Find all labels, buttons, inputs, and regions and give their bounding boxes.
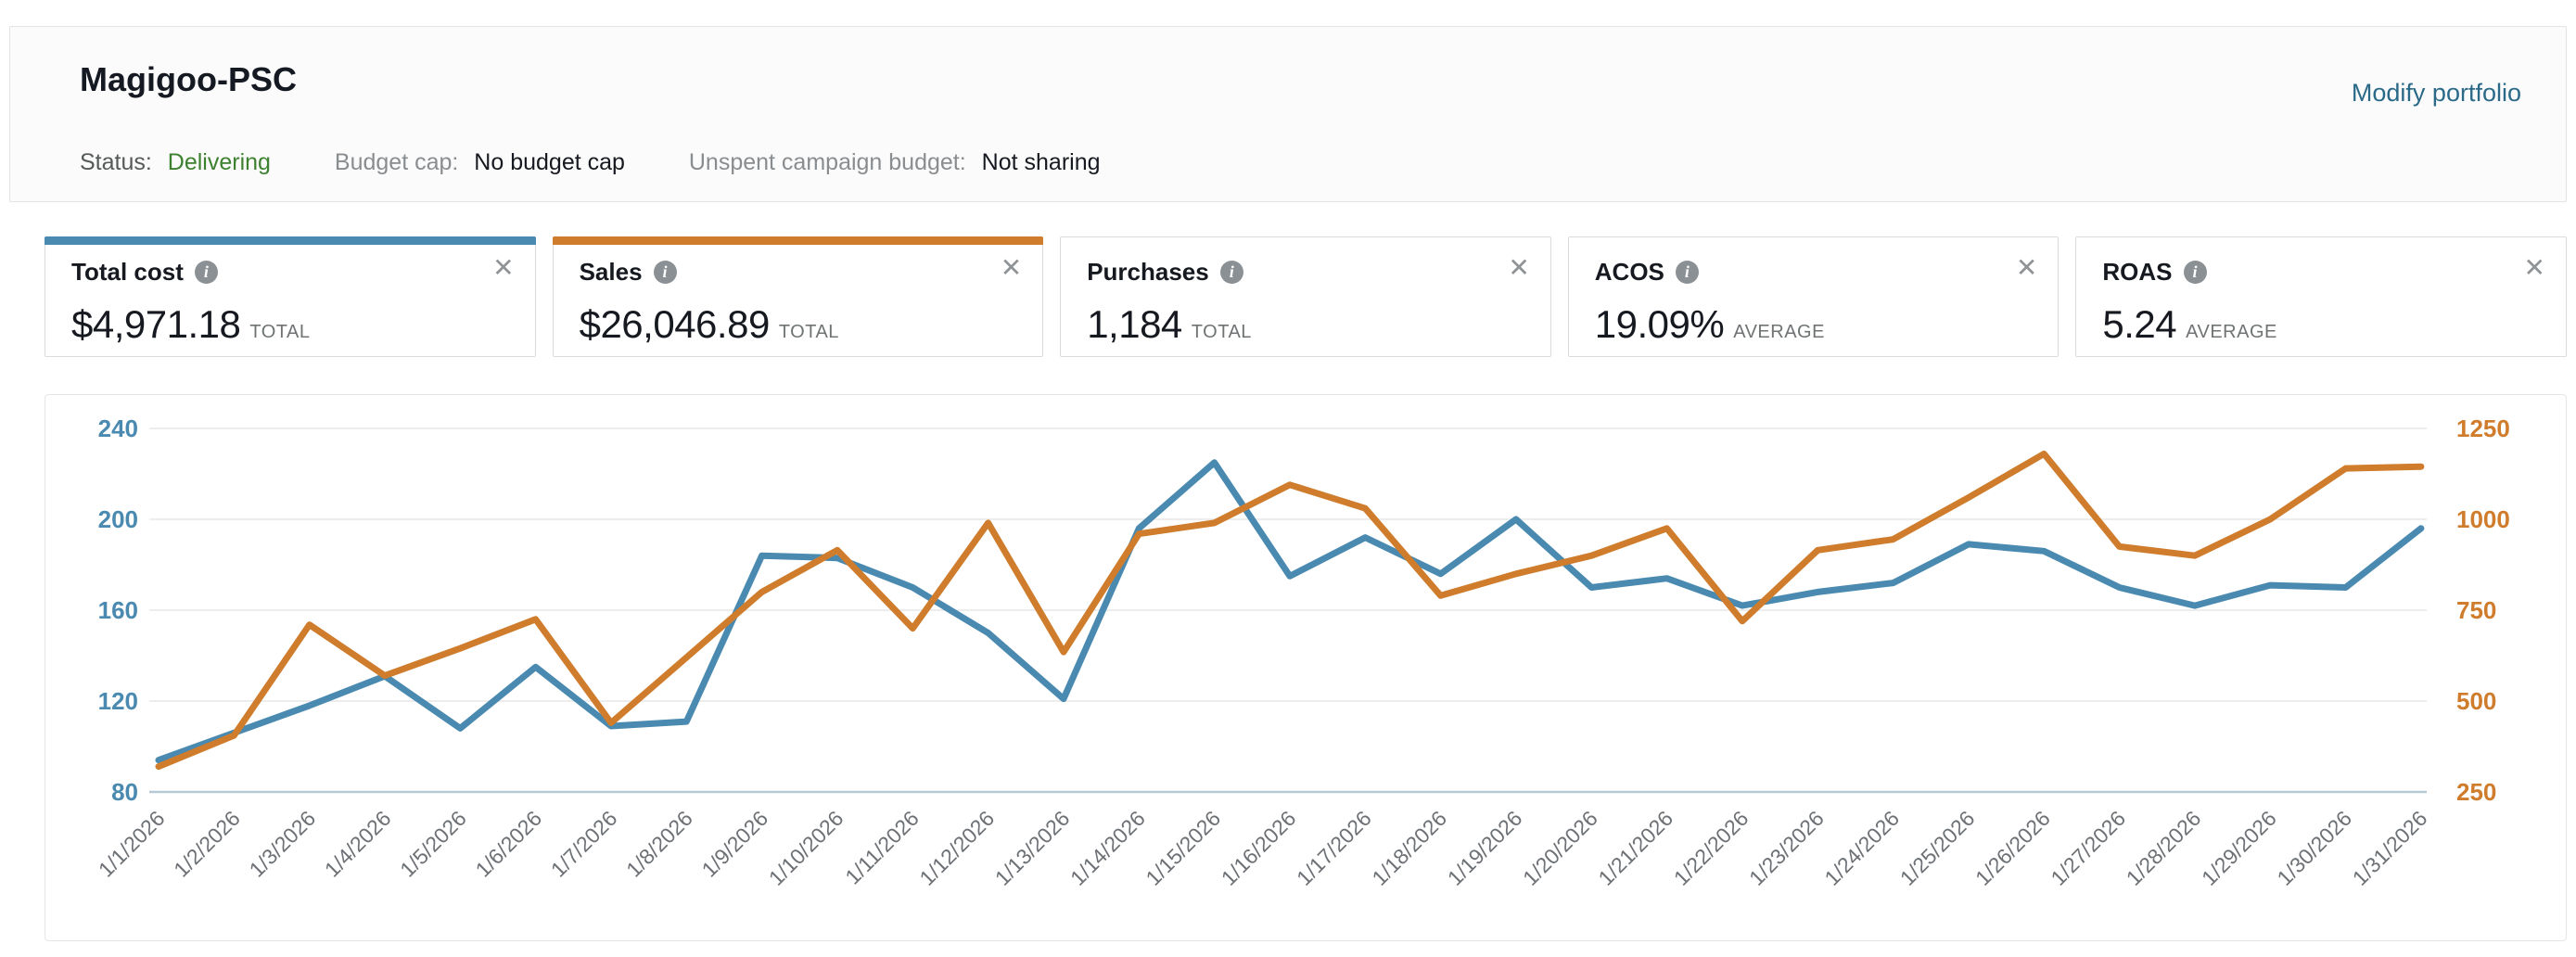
metric-accent-bar bbox=[552, 236, 1044, 245]
metric-unit: TOTAL bbox=[249, 322, 311, 342]
close-icon[interactable]: ✕ bbox=[2523, 253, 2545, 282]
metric-cards-row: Total cost i ✕ $4,971.18 TOTAL Sales i ✕ … bbox=[45, 236, 2567, 357]
left-axis-tick: 200 bbox=[98, 505, 138, 533]
metric-value: $4,971.18 bbox=[71, 302, 241, 346]
left-axis-tick: 120 bbox=[98, 687, 138, 715]
x-axis-label: 1/15/2026 bbox=[1141, 806, 1225, 890]
sales-line[interactable] bbox=[155, 450, 2425, 771]
unspent-budget-label: Unspent campaign budget: bbox=[688, 149, 966, 175]
x-axis-label: 1/8/2026 bbox=[621, 806, 697, 882]
metric-label: Total cost bbox=[71, 257, 184, 286]
right-axis-tick: 500 bbox=[2456, 687, 2496, 715]
metric-unit: AVERAGE bbox=[1733, 322, 1825, 342]
x-axis-label: 1/28/2026 bbox=[2122, 806, 2206, 890]
x-axis-label: 1/1/2026 bbox=[94, 806, 170, 882]
total-cost-line[interactable] bbox=[155, 459, 2425, 764]
right-axis-tick: 750 bbox=[2456, 596, 2496, 624]
info-icon[interactable]: i bbox=[2183, 260, 2207, 284]
metric-unit: TOTAL bbox=[778, 322, 839, 342]
info-icon[interactable]: i bbox=[653, 260, 677, 284]
info-icon[interactable]: i bbox=[1675, 260, 1699, 284]
metrics-chart-panel: 240 1250 200 1000 160 750 120 500 80 250 1/1/2026 1… bbox=[45, 394, 2567, 941]
metric-unit: AVERAGE bbox=[2186, 322, 2277, 342]
x-axis-label: 1/14/2026 bbox=[1065, 806, 1150, 890]
right-axis-tick: 250 bbox=[2456, 778, 2496, 806]
metric-value: $26,046.89 bbox=[579, 302, 771, 346]
modify-portfolio-link[interactable]: Modify portfolio bbox=[2351, 79, 2521, 107]
right-axis-tick: 1000 bbox=[2456, 505, 2510, 533]
metric-accent-bar bbox=[45, 236, 536, 245]
x-axis-label: 1/27/2026 bbox=[2046, 806, 2130, 890]
status-label: Status: bbox=[80, 149, 152, 175]
x-axis-label: 1/21/2026 bbox=[1593, 806, 1677, 890]
unspent-budget-value: Not sharing bbox=[981, 149, 1101, 175]
right-axis-tick: 1250 bbox=[2456, 415, 2510, 442]
metric-card: ACOS i ✕ 19.09% AVERAGE bbox=[1567, 236, 2060, 357]
metric-card: ROAS i ✕ 5.24 AVERAGE bbox=[2075, 236, 2567, 357]
x-axis-label: 1/9/2026 bbox=[696, 806, 772, 882]
metric-value: 5.24 bbox=[2102, 302, 2177, 346]
portfolio-header: Magigoo-PSC Modify portfolio Status: Del… bbox=[9, 26, 2567, 202]
x-axis-label: 1/3/2026 bbox=[245, 806, 321, 882]
x-axis-label: 1/19/2026 bbox=[1443, 806, 1527, 890]
x-axis-label: 1/11/2026 bbox=[840, 806, 924, 889]
metric-card: Total cost i ✕ $4,971.18 TOTAL bbox=[45, 236, 536, 357]
x-axis-label: 1/16/2026 bbox=[1217, 806, 1301, 890]
metric-card: Sales i ✕ $26,046.89 TOTAL bbox=[552, 236, 1044, 357]
x-axis-label: 1/12/2026 bbox=[914, 806, 999, 890]
info-icon[interactable]: i bbox=[1219, 260, 1243, 284]
close-icon[interactable]: ✕ bbox=[1508, 253, 1530, 282]
x-axis-label: 1/31/2026 bbox=[2348, 806, 2432, 890]
metric-label: Purchases bbox=[1087, 257, 1209, 286]
left-axis-tick: 240 bbox=[98, 415, 138, 442]
x-axis-label: 1/13/2026 bbox=[990, 806, 1075, 890]
metric-card: Purchases i ✕ 1,184 TOTAL bbox=[1060, 236, 1551, 357]
x-axis-label: 1/25/2026 bbox=[1895, 806, 1980, 890]
metric-label: ACOS bbox=[1594, 257, 1664, 286]
close-icon[interactable]: ✕ bbox=[1000, 253, 1023, 282]
metric-unit: TOTAL bbox=[1191, 322, 1252, 342]
x-axis-label: 1/24/2026 bbox=[1819, 806, 1904, 890]
info-icon[interactable]: i bbox=[194, 260, 218, 284]
x-axis-label: 1/2/2026 bbox=[169, 806, 245, 882]
x-axis-label: 1/30/2026 bbox=[2272, 806, 2356, 890]
x-axis-label: 1/5/2026 bbox=[395, 806, 471, 882]
close-icon[interactable]: ✕ bbox=[2015, 253, 2038, 282]
x-axis-label: 1/7/2026 bbox=[546, 806, 622, 882]
metric-value: 19.09% bbox=[1594, 302, 1725, 346]
left-axis-tick: 160 bbox=[98, 596, 138, 624]
left-axis-tick: 80 bbox=[111, 778, 138, 806]
metric-value: 1,184 bbox=[1087, 302, 1182, 346]
x-axis-label: 1/17/2026 bbox=[1292, 806, 1376, 890]
metric-label: Sales bbox=[579, 257, 643, 286]
x-axis-label: 1/4/2026 bbox=[320, 806, 396, 882]
budget-cap-value: No budget cap bbox=[474, 149, 625, 175]
x-axis-label: 1/22/2026 bbox=[1669, 806, 1753, 890]
x-axis-label: 1/29/2026 bbox=[2197, 806, 2281, 890]
budget-cap-label: Budget cap: bbox=[334, 149, 459, 175]
x-axis-label: 1/18/2026 bbox=[1367, 806, 1451, 890]
x-axis-label: 1/10/2026 bbox=[764, 806, 848, 890]
status-row: Status: Delivering Budget cap: No budget… bbox=[80, 149, 1110, 176]
metric-label: ROAS bbox=[2102, 257, 2173, 286]
x-axis-label: 1/23/2026 bbox=[1744, 806, 1829, 890]
close-icon[interactable]: ✕ bbox=[492, 253, 515, 282]
x-axis-label: 1/6/2026 bbox=[470, 806, 546, 882]
x-axis-label: 1/20/2026 bbox=[1518, 806, 1602, 890]
x-axis-label: 1/26/2026 bbox=[1970, 806, 2055, 890]
page-title: Magigoo-PSC bbox=[80, 60, 297, 98]
status-value: Delivering bbox=[167, 149, 271, 175]
